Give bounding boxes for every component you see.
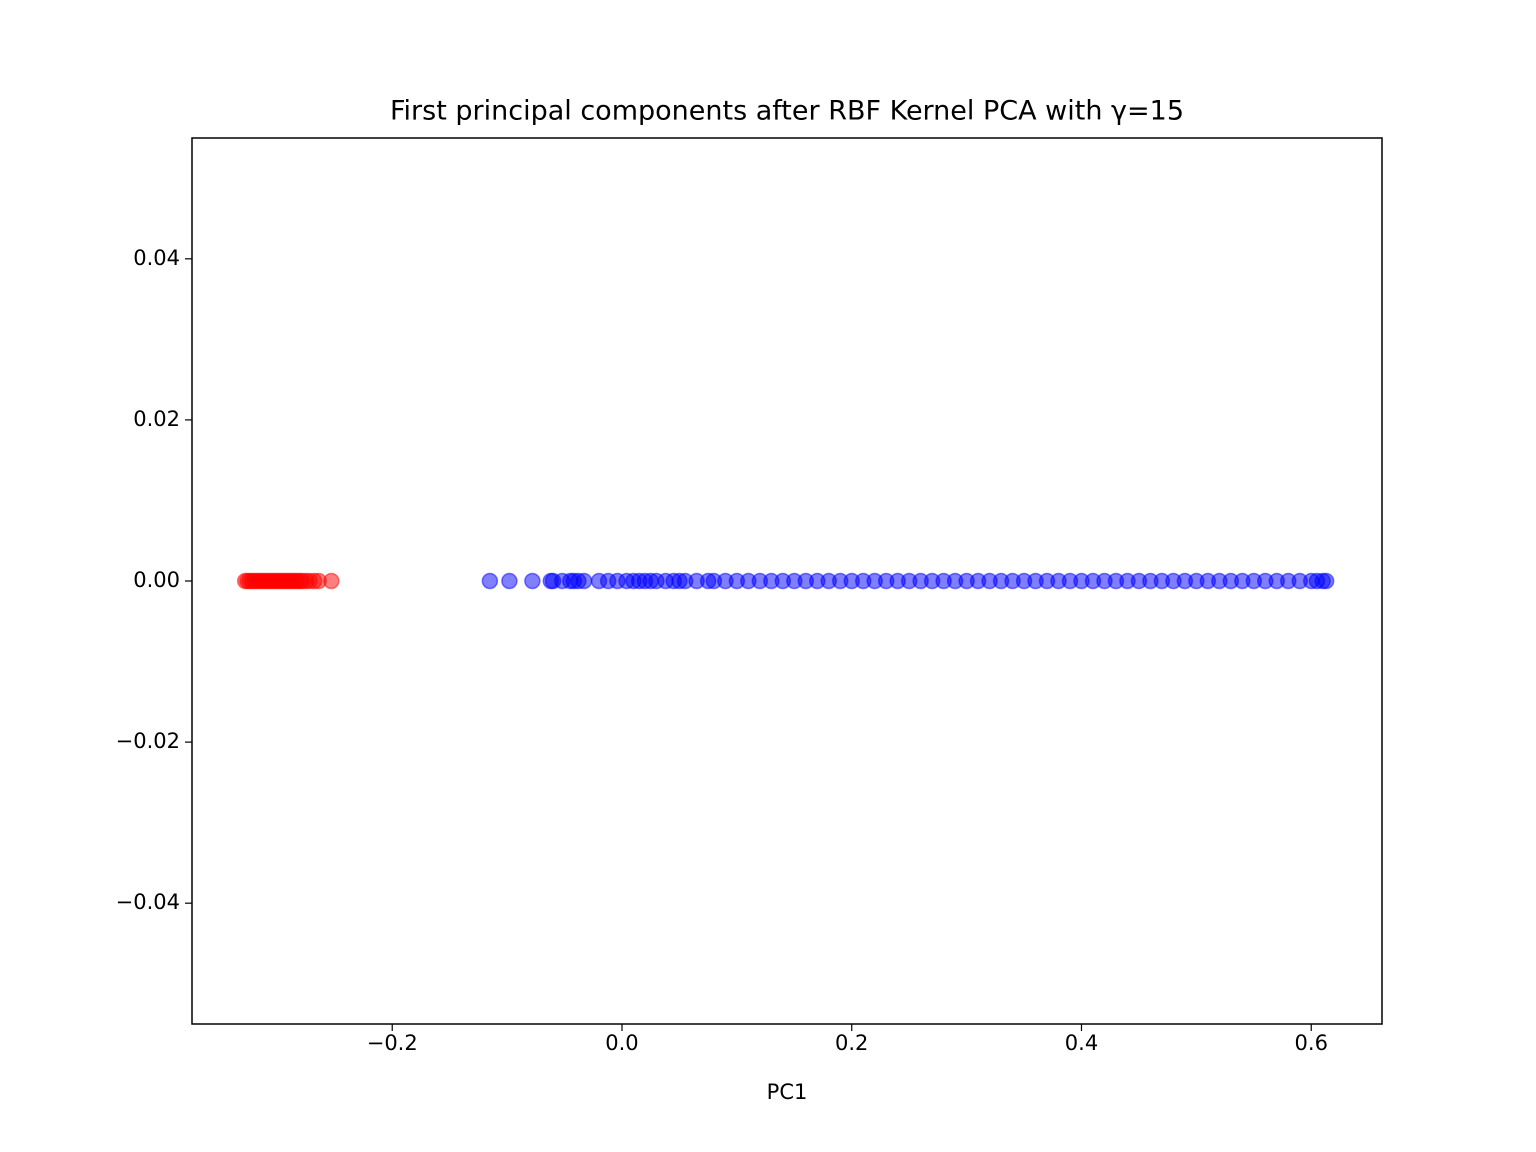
chart-title: First principal components after RBF Ker…: [390, 96, 1184, 127]
scatter-point: [323, 572, 340, 590]
scatter-point: [501, 572, 518, 590]
y-tick-label: 0.04: [133, 246, 180, 270]
scatter-point: [1317, 572, 1335, 590]
x-tick-label: −0.2: [367, 1031, 418, 1055]
y-tick-label: 0.02: [133, 407, 180, 431]
x-tick-label: 0.6: [1295, 1031, 1328, 1055]
y-tick-label: 0.00: [133, 568, 180, 592]
y-tick-label: −0.04: [116, 890, 180, 914]
scatter-point: [575, 572, 593, 590]
plot-frame: [191, 137, 1383, 1025]
x-axis-label: PC1: [767, 1080, 808, 1104]
y-tick-label: −0.02: [116, 729, 180, 753]
x-tick-label: 0.4: [1065, 1031, 1098, 1055]
scatter-point: [524, 572, 541, 590]
x-tick-label: 0.0: [605, 1031, 638, 1055]
scatter-point: [481, 572, 499, 590]
x-tick-label: 0.2: [835, 1031, 868, 1055]
